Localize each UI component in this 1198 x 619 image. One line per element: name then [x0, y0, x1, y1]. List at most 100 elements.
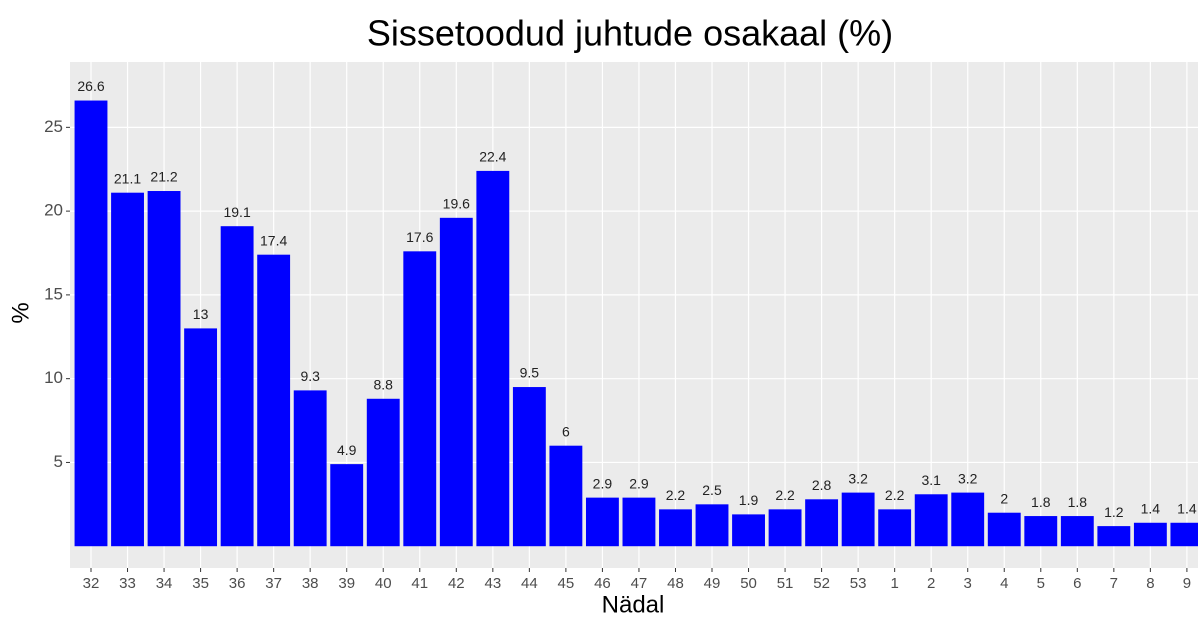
x-tick-label: 5	[1037, 575, 1045, 592]
value-label: 2	[1000, 490, 1008, 506]
bar	[111, 192, 144, 547]
x-tick-label: 9	[1183, 575, 1191, 592]
bar	[147, 191, 181, 547]
x-tick-label: 32	[83, 575, 100, 592]
bar	[512, 387, 546, 547]
bar	[695, 504, 729, 547]
bar	[1133, 522, 1167, 547]
x-tick-label: 7	[1110, 575, 1118, 592]
bar	[878, 509, 912, 547]
y-tick-label: 5	[54, 452, 63, 471]
y-axis-label: %	[7, 302, 34, 323]
bar	[659, 509, 692, 547]
value-label: 26.6	[77, 78, 104, 94]
bar	[732, 514, 765, 547]
value-label: 21.1	[114, 170, 141, 186]
value-label: 2.8	[812, 477, 832, 493]
value-label: 2.9	[629, 475, 649, 491]
y-tick-label: 25	[44, 117, 63, 136]
value-label: 17.4	[260, 232, 287, 248]
value-label: 2.5	[702, 482, 722, 498]
x-tick-label: 52	[813, 575, 830, 592]
bar	[914, 494, 948, 547]
x-tick-label: 44	[521, 575, 538, 592]
value-label: 3.2	[958, 470, 978, 486]
bar	[1060, 516, 1094, 547]
value-label: 1.4	[1177, 500, 1197, 516]
bar	[366, 398, 400, 547]
x-axis-label: Nädal	[602, 591, 665, 618]
value-label: 8.8	[374, 376, 394, 392]
value-label: 4.9	[337, 442, 357, 458]
x-tick-label: 47	[631, 575, 648, 592]
x-tick-label: 53	[850, 575, 867, 592]
bar	[439, 217, 473, 547]
value-label: 19.1	[223, 204, 250, 220]
x-tick-label: 4	[1000, 575, 1008, 592]
chart-title: Sissetoodud juhtude osakaal (%)	[367, 13, 893, 54]
bar	[74, 100, 108, 547]
bar	[841, 492, 875, 547]
x-tick-label: 41	[411, 575, 428, 592]
bar	[987, 512, 1021, 547]
x-tick-label: 50	[740, 575, 757, 592]
value-label: 2.2	[666, 487, 686, 503]
x-tick-label: 34	[156, 575, 173, 592]
bar	[1097, 526, 1131, 547]
x-tick-label: 1	[890, 575, 898, 592]
value-label: 9.3	[300, 368, 320, 384]
bar	[330, 464, 364, 547]
x-tick-label: 48	[667, 575, 684, 592]
y-tick-label: 15	[44, 284, 63, 303]
value-label: 2.2	[885, 487, 905, 503]
value-label: 21.2	[150, 169, 177, 185]
value-label: 9.5	[520, 365, 540, 381]
bar	[622, 497, 656, 547]
x-tick-label: 8	[1146, 575, 1154, 592]
x-tick-label: 35	[192, 575, 209, 592]
x-tick-label: 40	[375, 575, 392, 592]
x-tick-label: 49	[704, 575, 721, 592]
bar	[257, 254, 291, 547]
x-tick-label: 43	[484, 575, 501, 592]
x-tick-label: 6	[1073, 575, 1081, 592]
bar	[293, 390, 327, 547]
value-label: 19.6	[443, 196, 470, 212]
value-label: 22.4	[479, 149, 506, 165]
value-label: 2.9	[593, 475, 613, 491]
value-label: 1.4	[1141, 500, 1161, 516]
value-label: 1.2	[1104, 504, 1124, 520]
bar	[1024, 516, 1058, 547]
bar	[476, 170, 510, 547]
bar	[549, 445, 583, 547]
value-label: 17.6	[406, 229, 433, 245]
y-tick-label: 10	[44, 368, 63, 387]
bar	[184, 328, 218, 547]
value-label: 3.1	[921, 472, 941, 488]
x-tick-label: 33	[119, 575, 136, 592]
bar	[1170, 522, 1198, 547]
bar	[585, 497, 619, 547]
bar	[220, 226, 254, 547]
x-tick-label: 51	[777, 575, 794, 592]
x-tick-label: 3	[964, 575, 972, 592]
x-tick-label: 46	[594, 575, 611, 592]
value-label: 3.2	[848, 470, 868, 486]
x-tick-label: 38	[302, 575, 319, 592]
x-tick-label: 45	[558, 575, 575, 592]
x-tick-label: 2	[927, 575, 935, 592]
bar	[768, 509, 802, 547]
value-label: 6	[562, 423, 570, 439]
bar	[805, 499, 839, 547]
value-label: 1.9	[739, 492, 759, 508]
x-tick-label: 39	[338, 575, 355, 592]
value-label: 1.8	[1031, 494, 1051, 510]
value-label: 1.8	[1068, 494, 1088, 510]
value-label: 13	[193, 306, 209, 322]
value-label: 2.2	[775, 487, 795, 503]
bar	[403, 251, 437, 547]
y-tick-label: 20	[44, 201, 63, 220]
x-tick-label: 42	[448, 575, 465, 592]
x-tick-label: 37	[265, 575, 282, 592]
